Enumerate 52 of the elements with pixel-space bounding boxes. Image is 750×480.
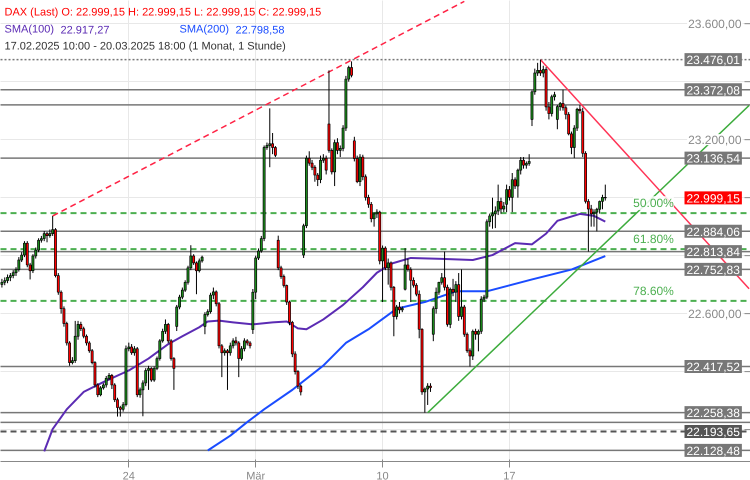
x-tick-label: 10 xyxy=(376,470,389,480)
candlestick xyxy=(42,230,46,242)
text: SMA(200) xyxy=(180,24,230,36)
ref-line-label: 23.372,08 xyxy=(686,83,740,98)
x-tick-label: 17 xyxy=(503,470,516,480)
candlestick xyxy=(237,340,240,378)
candlestick xyxy=(528,154,531,166)
candlestick xyxy=(99,386,102,397)
candlestick xyxy=(226,348,229,390)
ref-line-label: 22.884,06 xyxy=(686,224,740,239)
ref-line-label: 23.136,54 xyxy=(686,152,740,166)
candlestick xyxy=(505,184,508,213)
ref-line-label: 23.476,01 xyxy=(686,53,740,68)
y-tick-label: 22.600,00 xyxy=(688,307,742,322)
ref-line-label: 22.999,15 xyxy=(686,191,740,206)
candlestick xyxy=(350,60,353,78)
candlestick xyxy=(46,231,48,243)
annotation: 50.00% xyxy=(633,196,674,210)
candlestick xyxy=(522,156,525,170)
candlestick xyxy=(130,344,134,356)
text: 17.02.2025 10:00 - 20.03.2025 18:00 (1 Monat, 1 Stunde) xyxy=(4,40,286,52)
x-tick-label: 24 xyxy=(122,470,135,480)
ref-line-label: 22.193,65 xyxy=(686,424,740,439)
ref-line-label: 22.813,84 xyxy=(686,245,740,260)
ref-line-label: 22.258,38 xyxy=(686,406,740,420)
candlestick xyxy=(500,197,502,214)
annotation: 22.917,27 xyxy=(60,24,110,36)
candlestick xyxy=(556,104,559,130)
line-series xyxy=(43,212,606,452)
candlestick xyxy=(204,312,206,335)
ref-line-label: 22.128,48 xyxy=(686,444,740,458)
y-tick-label: 23.600,00 xyxy=(688,17,742,32)
ref-line-label: 22.752,83 xyxy=(686,262,740,277)
candlestick xyxy=(592,208,596,228)
y-tick-label: 23.200,00 xyxy=(688,133,742,148)
annotation: 61.80% xyxy=(633,232,674,246)
x-tick-label: Mär xyxy=(246,470,266,480)
candlestick xyxy=(398,302,401,314)
candlestick xyxy=(550,94,554,117)
annotation: 22.798,58 xyxy=(236,24,284,36)
candlestick xyxy=(539,59,542,76)
ref-line-label: 22.417,52 xyxy=(686,360,740,374)
text: DAX (Last) O: 22.999,15 H: 22.999,15 L: 22.999,15 C: 22.999,15 xyxy=(4,6,322,18)
candlestick xyxy=(268,108,272,168)
text: SMA(100) xyxy=(4,24,54,36)
annotation: 78.60% xyxy=(633,284,674,298)
line-series xyxy=(206,255,606,452)
candlestick xyxy=(604,184,607,202)
candlestick xyxy=(319,155,322,184)
candlestick xyxy=(491,197,494,230)
candlestick xyxy=(104,375,108,388)
candlestick xyxy=(147,365,150,390)
